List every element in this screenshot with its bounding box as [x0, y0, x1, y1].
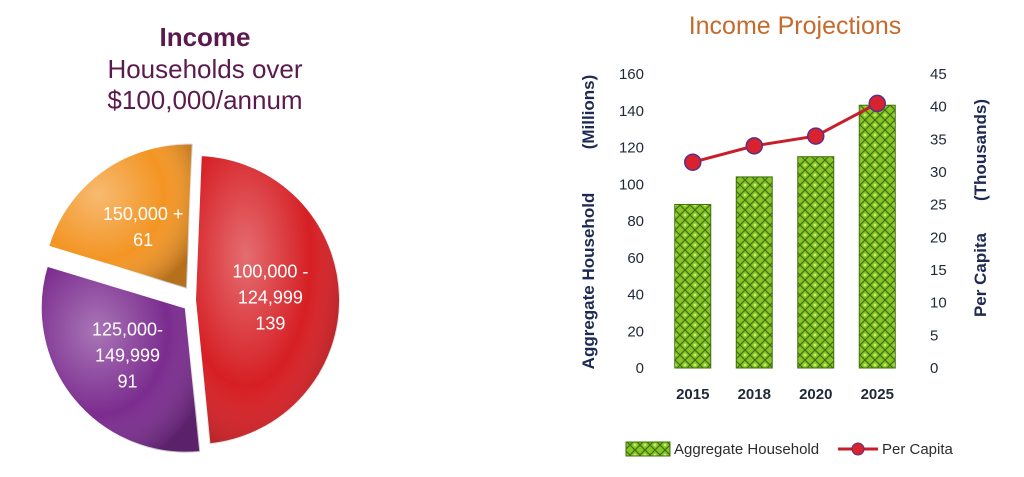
pie-slice-label-1: 124,999	[238, 288, 303, 308]
x-axis-tick-2018: 2018	[738, 386, 771, 403]
pie-chart-title: Income	[159, 22, 251, 52]
per-capita-point-2020	[807, 127, 825, 145]
right-axis-label: Per Capita	[971, 232, 990, 317]
right-axis-tick-0: 0	[930, 360, 938, 377]
pie-slice-value-3: 61	[133, 230, 153, 250]
pie-slice-label-2: 149,999	[95, 346, 160, 366]
x-axis-tick-2020: 2020	[799, 386, 832, 403]
per-capita-point-2015	[684, 153, 702, 171]
pie-chart-subtitle-line-2: $100,000/annum	[107, 85, 303, 116]
right-axis-tick-45: 45	[930, 66, 947, 83]
pie-chart-subtitle-line-1: Households over	[107, 53, 303, 84]
legend-line-marker	[851, 442, 865, 456]
pie-slice-label-2: 125,000-	[92, 320, 163, 340]
left-axis-unit: (Millions)	[579, 75, 598, 150]
pie-chart-title-block: Income Households over $100,000/annum	[40, 22, 370, 117]
right-axis-tick-5: 5	[930, 327, 938, 344]
left-axis-tick-140: 140	[619, 103, 644, 120]
pie-slice-value-2: 91	[118, 372, 138, 392]
left-axis-tick-40: 40	[627, 287, 644, 304]
left-axis-label: Aggregate Household	[579, 193, 598, 370]
pie-slice-label-1: 100,000 -	[232, 262, 308, 282]
right-axis-unit: (Thousands)	[971, 99, 990, 201]
bar-line-chart: 020406080100120140160051015202530354045A…	[579, 66, 990, 458]
right-axis-tick-15: 15	[930, 262, 947, 279]
pie-slice-shading-3	[48, 143, 193, 289]
bar-2025	[858, 104, 896, 369]
per-capita-line	[692, 102, 878, 164]
legend-per-capita: Per Capita	[882, 441, 954, 458]
per-capita-point-2018	[745, 137, 763, 155]
right-axis-tick-35: 35	[930, 131, 947, 148]
right-axis-tick-25: 25	[930, 197, 947, 214]
left-axis-tick-20: 20	[627, 323, 644, 340]
bar-2020	[797, 156, 835, 369]
right-axis-tick-20: 20	[930, 229, 947, 246]
left-axis-tick-100: 100	[619, 176, 644, 193]
right-axis-tick-40: 40	[930, 99, 947, 116]
pie-chart: 100,000 - 124,999 139 125,000- 149,999 91 150,…	[39, 142, 341, 454]
pie-slice-value-1: 139	[255, 314, 285, 334]
legend-bar-swatch	[625, 441, 671, 457]
left-axis-tick-60: 60	[627, 250, 644, 267]
bar-2015	[674, 203, 712, 369]
right-axis-tick-10: 10	[930, 295, 947, 312]
legend-aggregate-household: Aggregate Household	[674, 441, 819, 458]
left-axis-tick-120: 120	[619, 140, 644, 157]
x-axis-tick-2015: 2015	[676, 386, 709, 403]
pie-slice-shading-2	[40, 265, 201, 453]
bar-2018	[735, 176, 773, 369]
bar-chart-title: Income Projections	[688, 12, 902, 40]
per-capita-point-2025	[868, 94, 886, 113]
left-axis-tick-160: 160	[619, 66, 644, 83]
left-axis-tick-80: 80	[627, 213, 644, 230]
pie-slice-shading-1	[195, 155, 340, 445]
left-axis-tick-0: 0	[636, 360, 644, 377]
pie-slice-label-3: 150,000 +	[103, 204, 184, 224]
right-axis-tick-30: 30	[930, 164, 947, 181]
x-axis-tick-2025: 2025	[861, 386, 894, 403]
